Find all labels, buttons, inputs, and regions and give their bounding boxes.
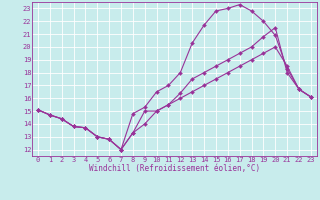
X-axis label: Windchill (Refroidissement éolien,°C): Windchill (Refroidissement éolien,°C) xyxy=(89,164,260,173)
